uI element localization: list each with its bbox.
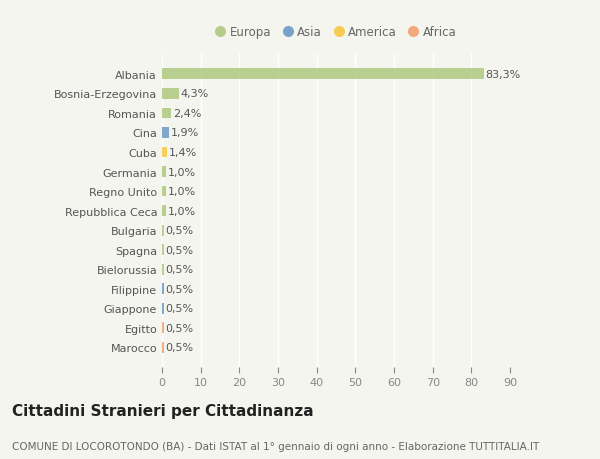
Text: 1,0%: 1,0% xyxy=(167,187,196,196)
Text: 0,5%: 0,5% xyxy=(166,226,194,235)
Bar xyxy=(162,89,179,100)
Bar xyxy=(162,264,164,275)
Bar xyxy=(162,69,484,80)
Text: 2,4%: 2,4% xyxy=(173,109,201,118)
Legend: Europa, Asia, America, Africa: Europa, Asia, America, Africa xyxy=(213,23,459,41)
Text: 0,5%: 0,5% xyxy=(166,343,194,353)
Bar xyxy=(162,303,164,314)
Bar xyxy=(162,284,164,295)
Text: 1,0%: 1,0% xyxy=(167,206,196,216)
Text: 83,3%: 83,3% xyxy=(485,70,521,79)
Bar xyxy=(162,342,164,353)
Bar xyxy=(162,167,166,178)
Bar xyxy=(162,108,171,119)
Text: 1,9%: 1,9% xyxy=(171,128,199,138)
Text: 0,5%: 0,5% xyxy=(166,245,194,255)
Text: 1,4%: 1,4% xyxy=(169,148,197,157)
Text: 0,5%: 0,5% xyxy=(166,284,194,294)
Bar xyxy=(162,245,164,256)
Bar xyxy=(162,128,169,139)
Bar xyxy=(162,225,164,236)
Bar xyxy=(162,186,166,197)
Bar xyxy=(162,206,166,217)
Text: 0,5%: 0,5% xyxy=(166,304,194,313)
Text: Cittadini Stranieri per Cittadinanza: Cittadini Stranieri per Cittadinanza xyxy=(12,403,314,419)
Text: COMUNE DI LOCOROTONDO (BA) - Dati ISTAT al 1° gennaio di ogni anno - Elaborazion: COMUNE DI LOCOROTONDO (BA) - Dati ISTAT … xyxy=(12,441,539,451)
Text: 0,5%: 0,5% xyxy=(166,265,194,274)
Bar xyxy=(162,323,164,334)
Text: 1,0%: 1,0% xyxy=(167,167,196,177)
Bar xyxy=(162,147,167,158)
Text: 0,5%: 0,5% xyxy=(166,323,194,333)
Text: 4,3%: 4,3% xyxy=(180,89,208,99)
